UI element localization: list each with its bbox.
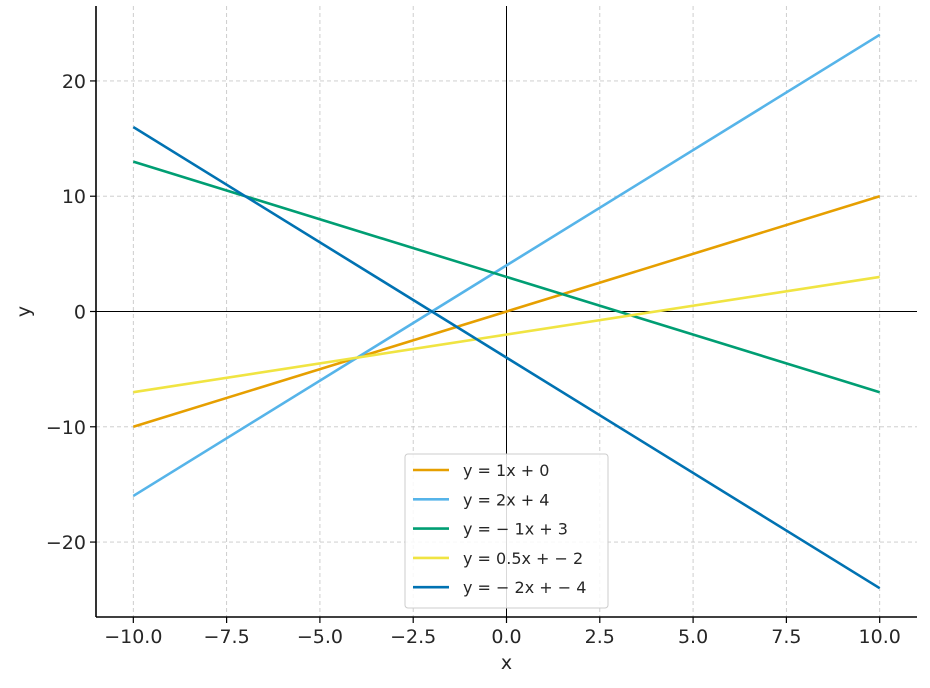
y-tick-label: −10 — [46, 417, 86, 439]
legend-label-0: y = 1x + 0 — [463, 461, 549, 480]
x-tick-label: 5.0 — [678, 626, 708, 648]
y-tick-label: 10 — [62, 186, 86, 208]
x-tick-label: 10.0 — [859, 626, 901, 648]
y-tick-label: 20 — [62, 71, 86, 93]
series-line-3 — [133, 275, 880, 394]
x-tick-label: 2.5 — [585, 626, 615, 648]
series-line-0 — [132, 194, 881, 429]
x-tick-label: −2.5 — [390, 626, 436, 648]
x-tick-label: −5.0 — [297, 626, 343, 648]
series-line-2 — [132, 160, 881, 394]
axis-labels: x y — [13, 306, 512, 674]
legend-label-1: y = 2x + 4 — [463, 490, 549, 509]
series-lines — [132, 33, 881, 590]
legend-label-2: y = − 1x + 3 — [463, 520, 568, 539]
axis-ticks: −10.0 −7.5 −5.0 −2.5 0.0 2.5 5.0 7.5 10.0 −20 −10 0… — [46, 71, 901, 648]
y-axis-label: y — [13, 306, 35, 317]
x-tick-label: 7.5 — [771, 626, 801, 648]
legend-label-3: y = 0.5x + − 2 — [463, 549, 583, 568]
series-line-1 — [132, 33, 881, 498]
x-tick-label: −10.0 — [104, 626, 162, 648]
x-tick-label: 0.0 — [491, 626, 521, 648]
legend-box — [404, 453, 609, 609]
x-tick-label: −7.5 — [204, 626, 250, 648]
series-line-4 — [132, 125, 881, 590]
y-tick-label: 0 — [74, 302, 86, 324]
x-axis-label: x — [501, 652, 512, 674]
legend: y = 1x + 0 y = 2x + 4 y = − 1x + 3 y = 0.5x… — [404, 453, 609, 609]
legend-label-4: y = − 2x + − 4 — [463, 578, 586, 597]
y-tick-label: −20 — [46, 532, 86, 554]
